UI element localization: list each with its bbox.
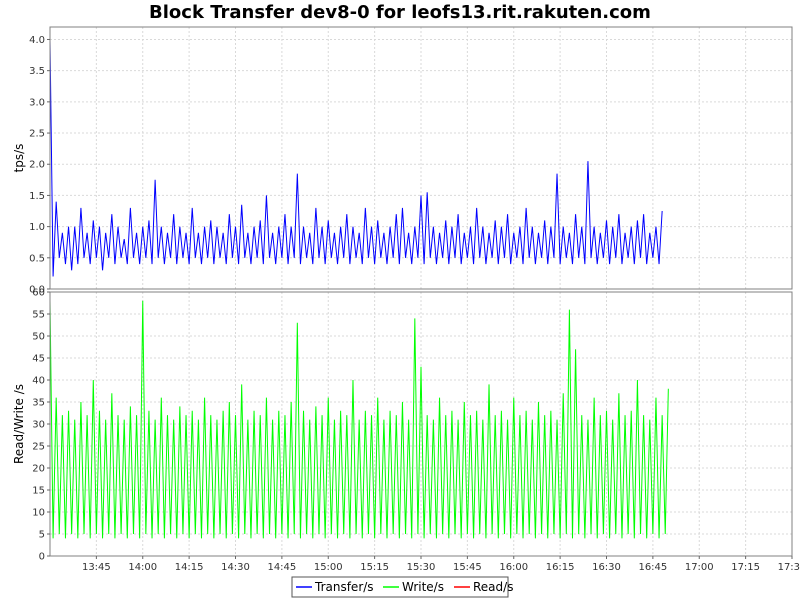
xtick-label: 17:30: [778, 562, 800, 573]
xtick-label: 15:45: [453, 562, 482, 573]
panel-1-frame: [49, 26, 793, 290]
xtick-label: 14:00: [128, 562, 157, 573]
xtick-label: 16:00: [499, 562, 528, 573]
panel-1-ytick-label: 3.0: [29, 97, 45, 108]
panel-2-ytick-label: 45: [32, 354, 45, 365]
legend-label-read-s: Read/s: [473, 580, 513, 594]
xtick-label: 15:30: [407, 562, 436, 573]
xtick-label: 14:15: [175, 562, 204, 573]
panel-2-ytick-label: 20: [32, 464, 45, 475]
series-line-transfer-s: [49, 39, 663, 277]
chart-title: Block Transfer dev8-0 for leofs13.rit.ra…: [149, 2, 651, 23]
panel-2-ytick-label: 50: [32, 332, 45, 343]
legend-label-transfer-s: Transfer/s: [314, 580, 374, 594]
panel-2-ytick-label: 0: [39, 552, 45, 563]
panel-1-ytick-label: 2.5: [29, 129, 45, 140]
xtick-label: 16:45: [638, 562, 667, 573]
tick-layer: 0.0 0.5 1.0 1.5 2.0 2.5 3.0 3.5 4.0 tps/s 0 5 10 15 20…: [12, 35, 800, 573]
panel-1-ytick-label: 2.0: [29, 160, 45, 171]
panel-2-ytick-label: 25: [32, 442, 45, 453]
xtick-label: 14:45: [267, 562, 296, 573]
grid-layer: [50, 27, 793, 557]
xtick-label: 16:30: [592, 562, 621, 573]
legend-box: [291, 576, 509, 598]
panel-2-ytick-label: 15: [32, 486, 45, 497]
xtick-label: 14:30: [221, 562, 250, 573]
panel-2-ytick-label: 55: [32, 310, 45, 321]
panel-1-ylabel: tps/s: [12, 144, 26, 173]
xtick-label: 15:00: [314, 562, 343, 573]
xtick-label: 15:15: [360, 562, 389, 573]
panel-2-ytick-label: 40: [32, 376, 45, 387]
panel-1-ytick-label: 4.0: [29, 35, 45, 46]
panel-2-ytick-label: 10: [32, 508, 45, 519]
xtick-label: 16:15: [546, 562, 575, 573]
legend-label-write-s: Write/s: [402, 580, 444, 594]
xtick-label: 17:00: [685, 562, 714, 573]
panel-2-ytick-label: 30: [32, 420, 45, 431]
panel-1-background: [50, 27, 792, 289]
panel-1-ytick-label: 1.0: [29, 222, 45, 233]
series-line-write-s: [49, 300, 669, 539]
panel-2-ytick-label: 5: [39, 530, 45, 541]
panel-1-ytick-label: 1.5: [29, 191, 45, 202]
xtick-label: 17:15: [731, 562, 760, 573]
panel-2-ytick-label: 35: [32, 398, 45, 409]
panel-2-ylabel: Read/Write /s: [12, 384, 26, 464]
panel-1-ytick-label: 0.0: [29, 285, 45, 296]
legend: Transfer/s Write/s Read/s: [291, 576, 513, 598]
xtick-label: 13:45: [82, 562, 111, 573]
panel-1-ytick-label: 3.5: [29, 66, 45, 77]
panel-2-ytick-label: 60: [32, 288, 45, 299]
panel-1-ytick-label: 0.5: [29, 253, 45, 264]
